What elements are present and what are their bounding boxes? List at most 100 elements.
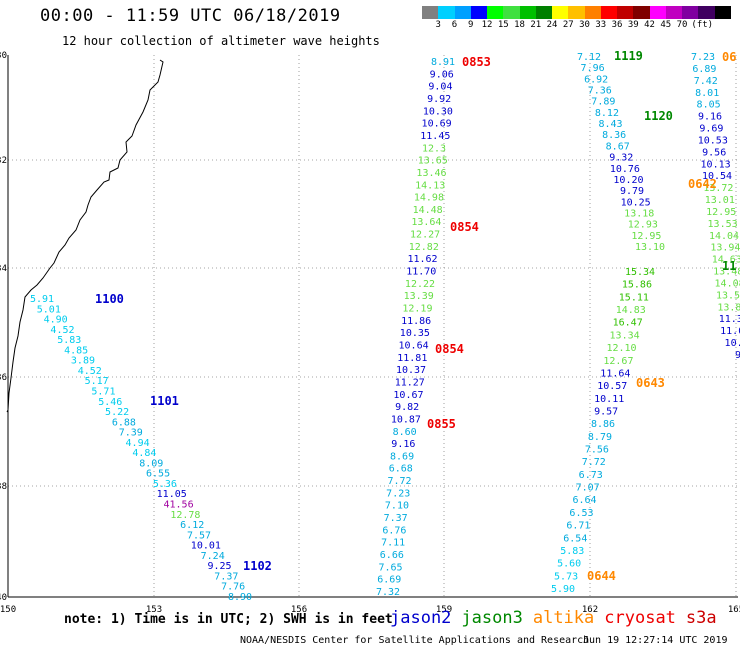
swh-value: 12.78: [170, 510, 200, 521]
swh-value: 13.53: [708, 219, 738, 230]
swh-value: 6.53: [569, 508, 593, 519]
swh-value: 4.52: [50, 325, 74, 336]
pass-time: 0644: [587, 569, 616, 583]
color-swatch: [698, 6, 715, 19]
swh-value: 9.82: [395, 402, 419, 413]
swh-value: 12.22: [405, 279, 435, 290]
swh-value: 11.64: [600, 368, 630, 379]
swh-value: 12.93: [628, 220, 658, 231]
swh-value: 5.83: [560, 546, 584, 557]
swh-value: 10.53: [698, 135, 728, 146]
swh-value: 12.82: [409, 242, 439, 253]
swh-value: 7.12: [577, 52, 601, 63]
swh-value: 14.04: [709, 231, 739, 242]
swh-value: 5.60: [557, 559, 581, 570]
swh-value: 6.12: [180, 520, 204, 531]
swh-value: 7.37: [214, 571, 238, 582]
color-scale-label: 27: [562, 20, 574, 30]
color-scale-label: 9: [468, 20, 474, 30]
legend-jason3: jason3: [461, 608, 523, 628]
swh-value: 11.05: [157, 489, 187, 500]
swh-value: 9.25: [207, 561, 231, 572]
swh-value: 13.94: [710, 243, 740, 254]
pass-time: 0643: [636, 376, 665, 390]
color-scale-label: 24: [546, 20, 558, 30]
swh-value: 11.70: [406, 267, 436, 278]
swh-value: 7.07: [576, 483, 600, 494]
swh-value: 10.30: [423, 106, 453, 117]
legend-s3a: s3a: [685, 608, 717, 628]
swh-value: 5.36: [153, 479, 177, 490]
swh-value: 5.22: [105, 407, 129, 418]
swh-value: 12.3: [422, 143, 446, 154]
swh-value: 8.01: [695, 88, 719, 99]
swh-value: 8.86: [591, 419, 615, 430]
swh-value: 13.39: [404, 291, 434, 302]
swh-value: 8.05: [697, 100, 721, 111]
color-scale-label: 18: [514, 20, 525, 30]
color-swatch: [487, 6, 504, 19]
color-swatch: [617, 6, 634, 19]
swh-value: 9.16: [391, 439, 415, 450]
color-scale-label: 36: [611, 20, 623, 30]
swh-value: 5.91: [30, 294, 54, 305]
swh-value: 7.10: [385, 501, 409, 512]
swh-value: 15.34: [625, 267, 655, 278]
color-swatch: [682, 6, 699, 19]
lon-label: 156: [291, 605, 307, 615]
swh-value: 12.95: [631, 231, 661, 242]
swh-value: 5.17: [85, 376, 109, 387]
swh-value: 9.04: [428, 82, 452, 93]
swh-value: 14.83: [616, 305, 646, 316]
swh-value: 12.67: [603, 356, 633, 367]
swh-value: 7.24: [201, 551, 225, 562]
color-scale-label: 42: [644, 20, 655, 30]
swh-value: 5.01: [37, 304, 61, 315]
color-scale-label: 3: [435, 20, 441, 30]
color-swatch: [552, 6, 569, 19]
swh-value: 14.13: [415, 180, 445, 191]
pass-time: 1101: [150, 394, 179, 408]
swh-value: 8.43: [598, 119, 622, 130]
pass-time: 1102: [243, 559, 272, 573]
swh-value: 7.72: [582, 457, 606, 468]
swh-value: 11.81: [397, 353, 427, 364]
color-swatch: [503, 6, 520, 19]
color-scale-label: 15: [497, 20, 509, 30]
color-scale-label: 45: [660, 20, 672, 30]
swh-value: 6.64: [573, 495, 597, 506]
swh-value: 6.68: [389, 464, 413, 475]
swh-value: 16.47: [613, 318, 643, 329]
swh-value: 8.90: [228, 592, 252, 603]
color-swatch: [714, 6, 731, 19]
color-scale-label: 6: [451, 20, 458, 30]
map-title: 00:00 - 11:59 UTC 06/18/2019: [40, 6, 341, 26]
generation-timestamp: Jun 19 12:27:14 UTC 2019: [583, 635, 728, 646]
swh-value: 13.52: [716, 290, 740, 301]
swh-value: 9.06: [430, 69, 454, 80]
swh-value: 13.34: [610, 330, 640, 341]
swh-value: 7.56: [585, 445, 609, 456]
swh-value: 6.76: [382, 525, 406, 536]
swh-value: 6.54: [563, 533, 587, 544]
swh-value: 6.69: [377, 575, 401, 586]
swh-value: 5.83: [57, 335, 81, 346]
swh-value: 5.71: [91, 386, 115, 397]
pass-time: 1120: [644, 109, 673, 123]
swh-value: 10.37: [396, 365, 426, 376]
swh-value: 7.89: [591, 97, 615, 108]
color-scale-label: 70: [676, 20, 688, 30]
swh-value: 3.89: [71, 356, 95, 367]
swh-value: 13.10: [635, 242, 665, 253]
swh-value: 11.27: [395, 377, 425, 388]
swh-value: 10.87: [391, 414, 421, 425]
swh-value: 7.11: [381, 538, 405, 549]
swh-value: 13.64: [411, 217, 441, 228]
legend-altika: altika: [532, 608, 595, 628]
swh-value: 4.52: [78, 366, 102, 377]
swh-value: 14.63: [712, 255, 740, 266]
swh-value: 6.88: [112, 417, 136, 428]
color-scale-labels: 3 6 9 12 15 18 21 24 27 30 33 36 39 42 45 70 (ft): [422, 20, 740, 32]
swh-value: 5.46: [98, 397, 122, 408]
